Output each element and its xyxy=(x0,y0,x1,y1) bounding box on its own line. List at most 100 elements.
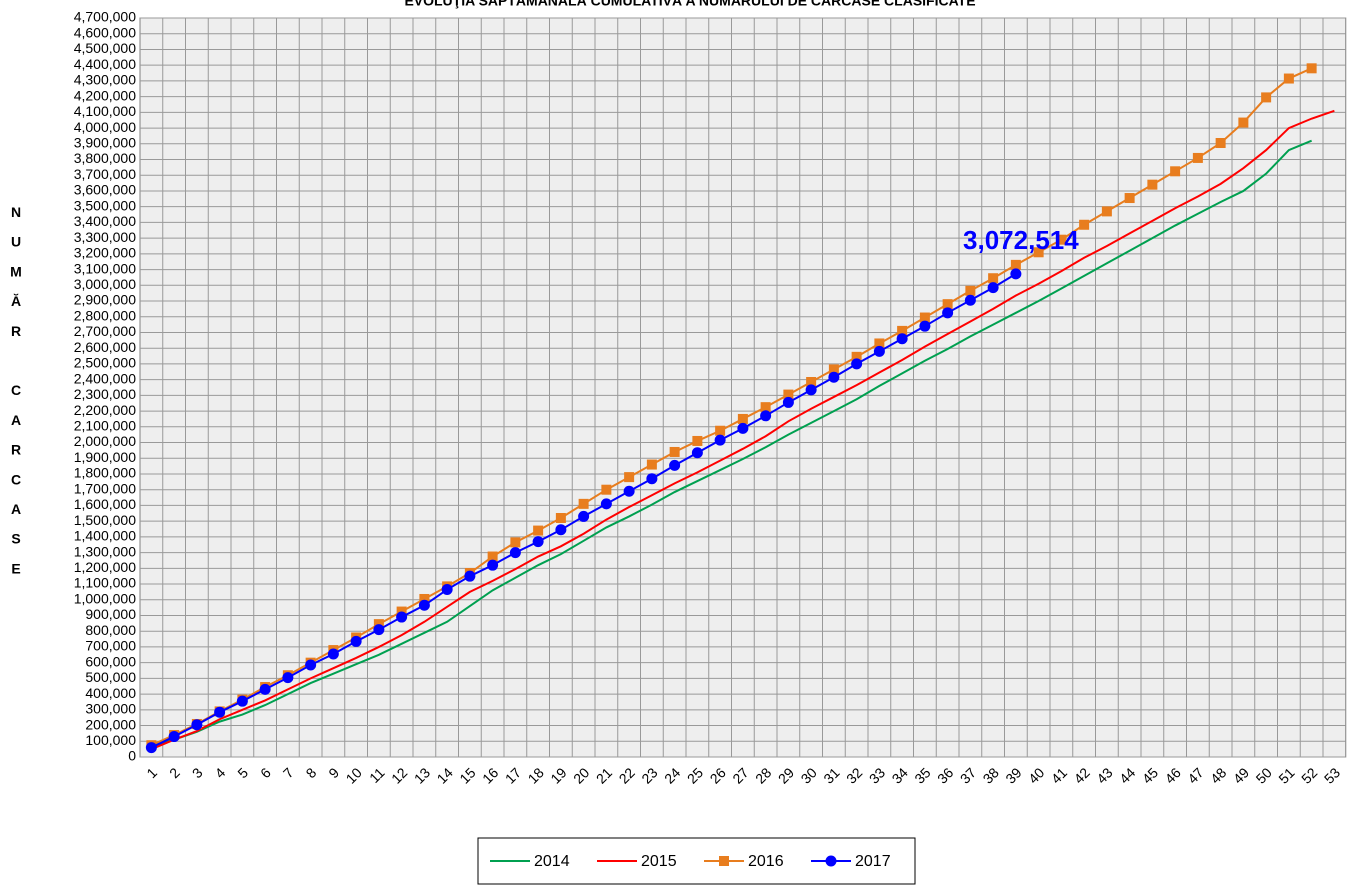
marker-circle xyxy=(851,358,863,370)
x-tick-label: 21 xyxy=(593,764,615,786)
marker-circle xyxy=(396,611,408,623)
marker-square xyxy=(988,273,999,284)
plot-area xyxy=(139,17,1347,758)
x-tick-label: 30 xyxy=(798,764,820,786)
x-tick-label: 37 xyxy=(957,764,979,786)
y-tick-label: 2,000,000 xyxy=(74,433,136,449)
y-tick-label: 1,700,000 xyxy=(74,480,136,496)
x-tick-label: 51 xyxy=(1275,764,1297,786)
marker-square xyxy=(419,593,430,604)
y-tick-label: 3,200,000 xyxy=(74,245,136,261)
x-tick-label: 3 xyxy=(189,764,206,781)
y-tick-label: 100,000 xyxy=(85,732,136,748)
y-tick-label: 4,700,000 xyxy=(74,9,136,25)
y-tick-label: 1,900,000 xyxy=(74,449,136,465)
marker-circle xyxy=(509,547,521,559)
marker-circle xyxy=(259,683,271,695)
y-tick-label: 900,000 xyxy=(85,606,136,622)
marker-square xyxy=(1124,193,1135,204)
x-tick-label: 47 xyxy=(1184,764,1206,786)
x-tick-label: 16 xyxy=(479,764,501,786)
marker-square xyxy=(919,312,930,323)
x-tick-label: 39 xyxy=(1002,764,1024,786)
y-tick-label: 3,700,000 xyxy=(74,166,136,182)
y-tick-label: 1,200,000 xyxy=(74,559,136,575)
x-tick-label: 28 xyxy=(752,764,774,786)
marker-circle xyxy=(214,706,226,718)
marker-square xyxy=(692,435,703,446)
marker-square xyxy=(1306,63,1317,74)
y-tick-label: 3,100,000 xyxy=(74,260,136,276)
marker-square xyxy=(669,446,680,457)
x-tick-label: 48 xyxy=(1207,764,1229,786)
marker-square xyxy=(1033,247,1044,258)
series xyxy=(151,139,1313,747)
y-tick-label: 400,000 xyxy=(85,685,136,701)
marker-circle xyxy=(236,695,248,707)
x-tick-label: 33 xyxy=(866,764,888,786)
legend-marker xyxy=(719,856,729,866)
x-tick-label: 8 xyxy=(303,764,320,781)
y-tick-label: 4,200,000 xyxy=(74,87,136,103)
y-tick-label: 4,400,000 xyxy=(74,56,136,72)
y-tick-label: 4,500,000 xyxy=(74,40,136,56)
marker-square xyxy=(533,525,544,536)
marker-square xyxy=(737,413,748,424)
marker-circle xyxy=(691,447,703,459)
legend-label: 2014 xyxy=(534,853,570,870)
marker-square xyxy=(555,513,566,524)
y-tick-label: 2,200,000 xyxy=(74,402,136,418)
marker-square xyxy=(806,376,817,387)
marker-square xyxy=(1215,138,1226,149)
y-tick-label: 2,100,000 xyxy=(74,418,136,434)
marker-circle xyxy=(350,635,362,647)
y-tick-label: 700,000 xyxy=(85,638,136,654)
y-tick-label: 300,000 xyxy=(85,701,136,717)
x-tick-label: 23 xyxy=(638,764,660,786)
series xyxy=(145,268,1022,754)
marker-circle xyxy=(373,624,385,636)
y-tick-label: 3,000,000 xyxy=(74,276,136,292)
marker-circle xyxy=(919,320,931,332)
x-tick-label: 14 xyxy=(434,764,456,786)
x-tick-label: 24 xyxy=(661,764,683,786)
x-tick-label: 41 xyxy=(1048,764,1070,786)
y-tick-label: 4,100,000 xyxy=(74,103,136,119)
marker-square xyxy=(715,425,726,436)
marker-circle xyxy=(760,410,772,422)
y-tick-label: 1,400,000 xyxy=(74,528,136,544)
marker-square xyxy=(624,472,635,483)
legend-marker xyxy=(825,855,837,867)
y-tick-label: 1,100,000 xyxy=(74,575,136,591)
marker-square xyxy=(1238,117,1249,128)
marker-square xyxy=(1056,234,1067,245)
series xyxy=(150,109,1335,751)
y-tick-label: 1,000,000 xyxy=(74,590,136,606)
marker-square xyxy=(783,389,794,400)
x-tick-label: 5 xyxy=(234,764,251,781)
y-tick-label: 3,400,000 xyxy=(74,213,136,229)
marker-circle xyxy=(282,672,294,684)
y-tick-label: 3,800,000 xyxy=(74,150,136,166)
marker-square xyxy=(601,484,612,495)
legend-label: 2017 xyxy=(855,853,891,870)
x-tick-label: 13 xyxy=(411,764,433,786)
x-tick-label: 50 xyxy=(1253,764,1275,786)
x-tick-label: 11 xyxy=(366,764,388,786)
marker-square xyxy=(1170,166,1181,177)
x-tick-label: 19 xyxy=(547,764,569,786)
x-tick-label: 32 xyxy=(843,764,865,786)
x-tick-label: 40 xyxy=(1025,764,1047,786)
marker-circle xyxy=(805,384,817,396)
marker-circle xyxy=(555,524,567,536)
x-tick-label: 25 xyxy=(684,764,706,786)
marker-circle xyxy=(305,659,317,671)
y-tick-label: 1,500,000 xyxy=(74,512,136,528)
marker-circle xyxy=(987,282,999,294)
marker-square xyxy=(1283,73,1294,84)
marker-circle xyxy=(942,307,954,319)
marker-circle xyxy=(623,485,635,497)
marker-square xyxy=(760,402,771,413)
marker-square xyxy=(578,498,589,509)
